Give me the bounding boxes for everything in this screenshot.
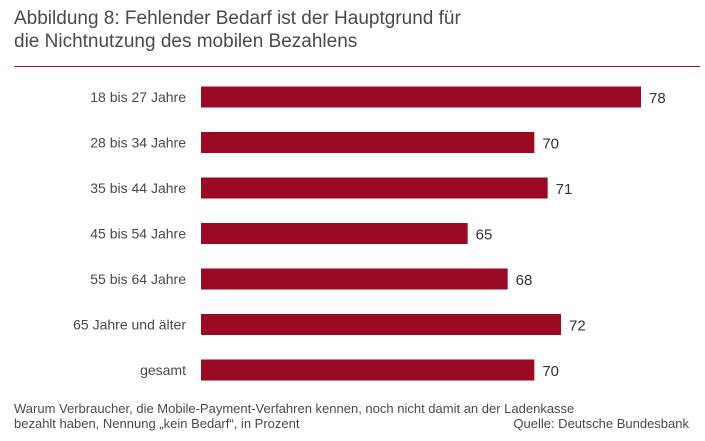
title-line-1: Abbildung 8: Fehlender Bedarf ist der Ha…	[14, 8, 461, 29]
chart-title: Abbildung 8: Fehlender Bedarf ist der Ha…	[14, 7, 694, 53]
value-label: 65	[476, 227, 493, 244]
source-note: Quelle: Deutsche Bundesbank	[513, 416, 689, 431]
category-label: gesamt	[140, 362, 186, 378]
bar	[201, 86, 641, 108]
value-label: 70	[542, 136, 559, 153]
bar	[201, 132, 535, 153]
bar	[201, 268, 508, 290]
category-label: 35 bis 44 Jahre	[90, 180, 186, 196]
title-line-2: die Nichtnutzung des mobilen Bezahlens	[14, 31, 358, 52]
category-label: 18 bis 27 Jahre	[90, 89, 186, 105]
footnote-line-2: bezahlt haben, Nennung „kein Bedarf“, in…	[14, 416, 300, 431]
bar	[201, 223, 468, 244]
category-label: 65 Jahre und älter	[73, 317, 186, 333]
value-label: 72	[569, 318, 586, 335]
bar	[201, 359, 535, 381]
bar	[201, 177, 548, 199]
category-label: 45 bis 54 Jahre	[90, 226, 186, 242]
value-label: 68	[516, 272, 533, 289]
footnote: Warum Verbraucher, die Mobile-Payment-Ve…	[14, 401, 674, 431]
value-label: 71	[556, 181, 573, 198]
value-label: 70	[542, 363, 559, 380]
footnote-line-1: Warum Verbraucher, die Mobile-Payment-Ve…	[14, 401, 575, 416]
value-label: 78	[649, 90, 666, 107]
bar	[201, 314, 561, 335]
category-label: 28 bis 34 Jahre	[90, 135, 186, 151]
title-rule	[14, 66, 700, 67]
category-label: 55 bis 64 Jahre	[90, 271, 186, 287]
